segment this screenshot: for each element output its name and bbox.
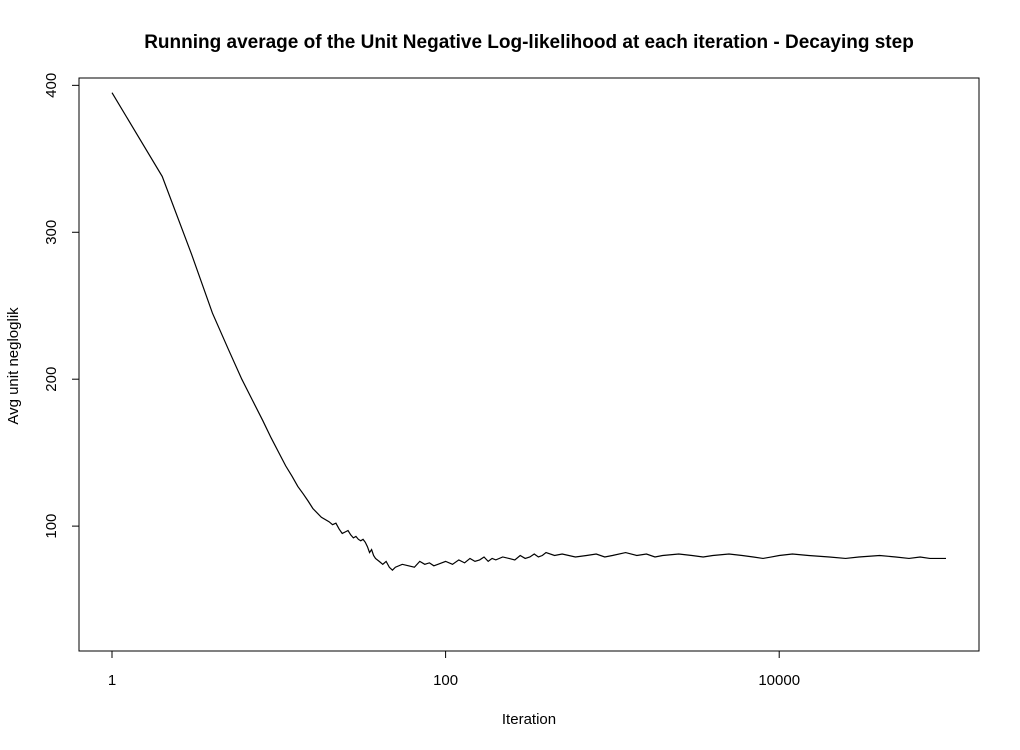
y-tick-label: 200 <box>43 367 60 392</box>
chart-title: Running average of the Unit Negative Log… <box>144 32 914 53</box>
y-tick-label: 100 <box>43 514 60 539</box>
plot-area-border <box>78 77 980 652</box>
y-axis: 100 200 300 400 <box>43 73 80 539</box>
x-tick-label: 1 <box>108 672 116 689</box>
x-axis-label: Iteration <box>502 711 556 728</box>
x-tick-label: 10000 <box>758 672 800 689</box>
x-axis: 1 100 10000 <box>108 650 800 689</box>
y-axis-label: Avg unit negloglik <box>5 307 22 425</box>
y-tick-label: 400 <box>43 73 60 98</box>
x-tick-label: 100 <box>433 672 458 689</box>
y-tick-label: 300 <box>43 220 60 245</box>
series-line <box>111 92 946 572</box>
